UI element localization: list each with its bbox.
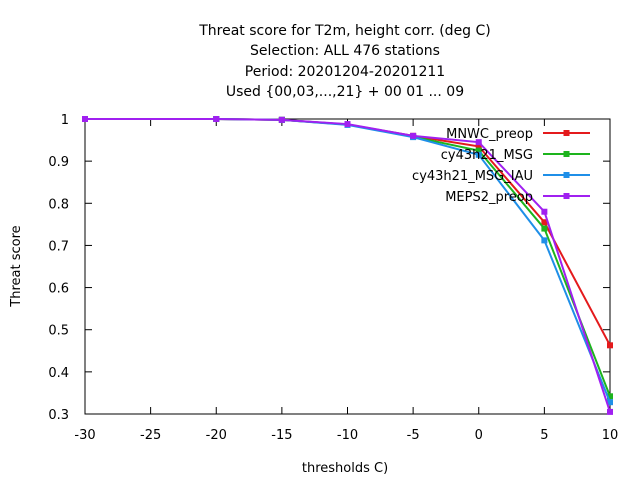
legend-marker [563,130,570,136]
series-cy43h21_MSG [82,116,613,400]
data-point [475,151,482,158]
y-tick-label: 0.9 [48,155,69,170]
x-axis-label: thresholds C) [302,461,388,476]
legend-item: cy43h21_MSG_IAU [412,169,590,184]
y-axis-ticks: 0.3 0.4 0.5 0.6 0.7 0.8 0.9 1 [48,113,610,423]
data-point [541,208,548,215]
series-line [85,118,611,413]
data-series [82,116,613,415]
chart-title: Threat score for T2m, height corr. (deg … [198,23,491,100]
data-point [607,342,613,349]
chart-title-line-1: Threat score for T2m, height corr. (deg … [198,23,491,39]
legend-item: cy43h21_MSG [441,148,590,163]
chart-title-line-4: Used {00,03,...,21} + 00 01 ... 09 [226,84,464,100]
legend-marker [563,172,570,178]
chart-title-line-3: Period: 20201204-20201211 [245,64,445,80]
legend-label: cy43h21_MSG [441,148,533,163]
legend-marker [563,151,570,157]
x-tick-label: -25 [140,428,161,443]
series-cy43h21_MSG_IAU [82,116,613,406]
x-tick-label: -15 [271,428,292,443]
legend: MNWC_preop cy43h21_MSG cy43h21_MSG_IAU MEPS… [412,127,590,205]
y-tick-label: 0.5 [48,324,69,339]
series-MEPS2_preop [82,116,613,415]
data-point [541,225,548,232]
legend-marker [563,193,570,199]
chart-title-line-2: Selection: ALL 476 stations [250,43,440,59]
data-point [607,393,613,400]
data-point [82,116,88,122]
data-point [541,237,548,244]
y-tick-label: 0.6 [48,282,69,297]
data-point [475,147,482,154]
y-tick-label: 0.8 [48,197,69,212]
x-tick-label: -5 [407,428,420,443]
legend-item: MNWC_preop [446,127,590,142]
data-point [607,408,613,415]
y-tick-label: 0.7 [48,239,69,254]
y-tick-label: 1 [61,113,69,128]
data-point [475,143,482,150]
data-point [410,132,417,139]
series-MNWC_preop [82,116,613,349]
data-point [278,116,285,123]
plot-frame [84,118,611,415]
y-axis-label: Threat score [9,225,24,307]
x-tick-label: -20 [206,428,227,443]
y-tick-label: 0.3 [48,408,69,423]
data-point [475,139,482,146]
x-tick-label: 5 [540,428,548,443]
x-axis-ticks: -30 -25 -20 -15 -10 -5 0 5 10 [74,119,618,443]
data-point [213,116,220,122]
legend-item: MEPS2_preop [445,190,590,205]
data-point [344,121,351,128]
y-tick-label: 0.4 [48,366,69,381]
x-tick-label: -10 [337,428,358,443]
data-point [541,219,548,226]
x-tick-label: 0 [475,428,483,443]
x-tick-label: -30 [74,428,95,443]
legend-label: MEPS2_preop [445,190,533,205]
legend-label: MNWC_preop [446,127,533,142]
x-tick-label: 10 [602,428,619,443]
legend-label: cy43h21_MSG_IAU [412,169,533,184]
data-point [607,399,613,406]
